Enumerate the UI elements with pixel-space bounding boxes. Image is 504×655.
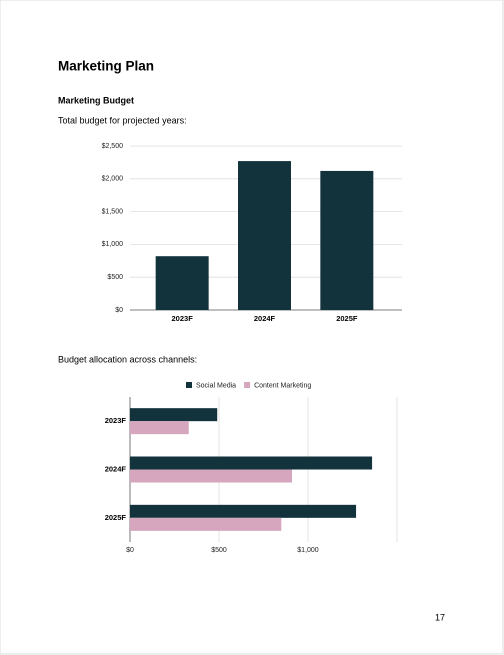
y-tick-label: 2025F xyxy=(105,513,127,522)
section-heading: Marketing Budget xyxy=(58,95,134,105)
y-tick-label: $0 xyxy=(115,307,123,314)
bar xyxy=(130,517,282,531)
legend-label: Social Media xyxy=(196,382,236,389)
bar xyxy=(130,469,292,483)
x-tick-label: 2025F xyxy=(336,314,358,323)
y-tick-label: $2,000 xyxy=(102,176,124,183)
y-tick-label: $1,500 xyxy=(102,208,124,215)
y-tick-label: 2024F xyxy=(105,464,127,473)
bar xyxy=(130,408,218,422)
bar xyxy=(320,170,374,310)
bar xyxy=(155,256,209,310)
x-tick-label: $1,000 xyxy=(297,547,319,554)
caption: Total budget for projected years: xyxy=(58,115,187,125)
y-tick-label: 2023F xyxy=(105,416,127,425)
y-tick-label: $1,000 xyxy=(102,241,124,248)
legend-swatch xyxy=(244,382,251,388)
caption: Budget allocation across channels: xyxy=(58,354,197,364)
x-tick-label: $500 xyxy=(211,547,227,554)
bar xyxy=(130,504,357,518)
x-tick-label: 2023F xyxy=(172,314,194,323)
legend-label: Content Marketing xyxy=(254,382,311,389)
bar xyxy=(130,456,373,470)
bar xyxy=(238,161,291,310)
page-title: Marketing Plan xyxy=(58,59,154,74)
legend-swatch xyxy=(186,382,192,388)
x-tick-label: 2024F xyxy=(254,314,276,323)
page-number: 17 xyxy=(435,612,445,622)
y-tick-label: $2,500 xyxy=(102,143,124,150)
x-tick-label: $0 xyxy=(126,547,134,554)
y-tick-label: $500 xyxy=(107,274,123,281)
bar xyxy=(130,421,189,435)
